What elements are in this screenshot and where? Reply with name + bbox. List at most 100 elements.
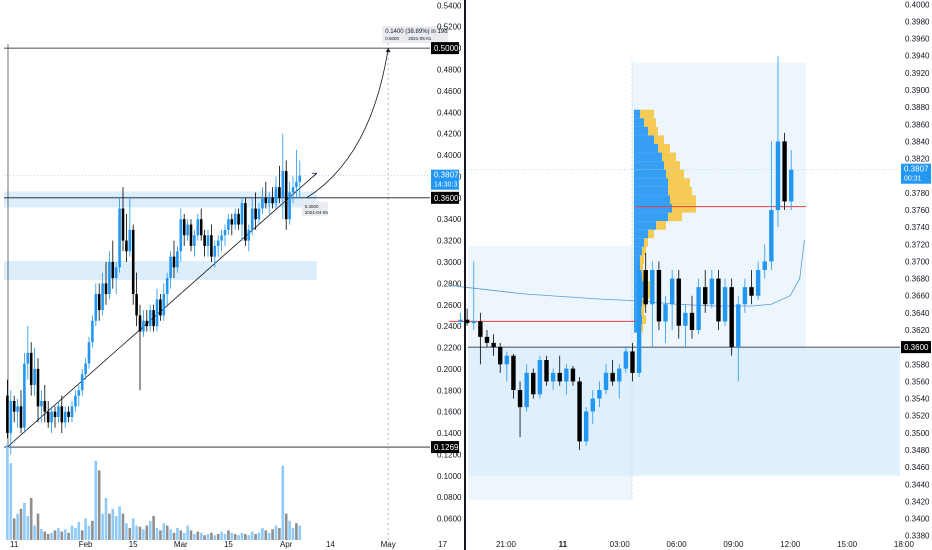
volume-bar-43 <box>152 516 155 540</box>
right-x-tick-4: 09:00 <box>723 540 744 549</box>
intraday-body-36 <box>696 287 701 330</box>
right-y-tick-16: 0.3700 <box>905 257 930 266</box>
candle-body-77 <box>267 197 271 204</box>
right-y-tick-2: 0.3420 <box>905 497 930 506</box>
candle-body-17 <box>63 411 67 423</box>
candle-body-71 <box>247 229 251 241</box>
left-x-tick-4: 15 <box>224 540 233 549</box>
volume-bar-52 <box>182 532 186 540</box>
volume-bar-36 <box>128 528 132 540</box>
right-y-tick-30: 0.3980 <box>905 17 930 26</box>
intraday-body-20 <box>590 398 595 412</box>
vp-up-bar-10 <box>634 195 670 204</box>
intraday-body-16 <box>564 368 569 382</box>
left-x-tick-6: 14 <box>326 540 335 549</box>
right-y-tick-18: 0.3740 <box>905 223 930 232</box>
intraday-body-0 <box>458 319 463 322</box>
trendline <box>7 172 318 448</box>
candle-body-38 <box>135 294 138 316</box>
volume-bar-41 <box>145 525 149 540</box>
intraday-body-38 <box>709 278 715 305</box>
volume-bar-6 <box>26 516 30 540</box>
vp-up-bar-9 <box>634 186 668 196</box>
volume-bar-15 <box>57 528 60 540</box>
volume-bar-73 <box>254 534 257 540</box>
vp-down-bar-16 <box>642 246 646 256</box>
intraday-body-42 <box>736 304 741 348</box>
volume-bar-84 <box>291 528 295 540</box>
volume-bar-44 <box>155 528 159 540</box>
right-y-tick-19: 0.3760 <box>905 206 930 215</box>
forecast-arrow-head <box>385 48 391 53</box>
volume-bar-21 <box>77 522 81 540</box>
vp-up-bar-2 <box>634 126 648 136</box>
candle-body-23 <box>84 363 87 375</box>
level-tag-bg-1 <box>431 191 459 204</box>
candle-body-72 <box>250 208 254 230</box>
volume-bar-74 <box>257 532 261 540</box>
candle-body-80 <box>278 187 281 198</box>
volume-bar-12 <box>46 534 50 540</box>
vp-up-bar-14 <box>634 229 648 239</box>
candle-body-15 <box>57 406 60 418</box>
vp-down-bar-13 <box>656 221 666 230</box>
left-y-tick-20: 0.4400 <box>437 108 462 117</box>
candle-body-53 <box>186 224 189 236</box>
candle-body-31 <box>111 261 115 279</box>
left-y-tick-2: 0.0800 <box>437 493 462 502</box>
zone-0 <box>4 191 317 208</box>
volume-bar-35 <box>125 523 128 540</box>
vp-down-bar-5 <box>662 152 676 162</box>
candle-body-46 <box>162 294 166 316</box>
volume-bar-51 <box>179 530 183 540</box>
candle-body-8 <box>33 368 36 385</box>
vp-down-bar-23 <box>640 306 644 316</box>
candle-body-51 <box>179 219 183 252</box>
volume-bar-78 <box>271 529 274 540</box>
intraday-body-19 <box>583 411 589 442</box>
right-chart-pane[interactable]: 0.3380 0.3400 0.3420 0.3440 0.3460 0.3480 0.35… <box>449 0 931 549</box>
intraday-body-12 <box>537 360 543 395</box>
candle-body-76 <box>264 197 268 204</box>
candle-body-27 <box>97 294 101 311</box>
right-y-tick-25: 0.3880 <box>905 103 930 112</box>
vp-down-bar-2 <box>648 126 658 136</box>
left-y-tick-21: 0.4600 <box>437 87 462 96</box>
volume-bar-59 <box>206 534 210 540</box>
right-y-tick-12: 0.3620 <box>905 326 930 335</box>
vp-down-bar-1 <box>644 118 656 127</box>
vp-up-bar-6 <box>634 161 664 170</box>
left-y-tick-25: 0.5400 <box>437 1 462 10</box>
volume-bar-83 <box>288 520 291 540</box>
volume-bar-27 <box>97 470 101 540</box>
candle-body-29 <box>104 283 108 295</box>
candle-body-13 <box>50 411 53 423</box>
left-y-tick-3: 0.1000 <box>437 472 462 481</box>
candle-body-7 <box>29 352 33 385</box>
intraday-body-27 <box>636 270 642 373</box>
vp-down-bar-18 <box>640 264 643 273</box>
volume-bar-58 <box>203 535 206 540</box>
candle-body-61 <box>213 245 217 257</box>
candle-body-33 <box>118 208 121 268</box>
intraday-body-4 <box>484 336 490 343</box>
candle-body-10 <box>40 400 43 407</box>
volume-bar-56 <box>196 531 200 540</box>
intraday-body-39 <box>716 278 721 322</box>
level-tag-1: 0.3600 <box>434 194 459 203</box>
left-y-tick-9: 0.2200 <box>437 344 462 353</box>
vp-up-bar-5 <box>634 152 662 162</box>
intraday-body-46 <box>762 261 767 270</box>
vp-down-bar-25 <box>640 324 643 333</box>
vp-up-bar-12 <box>634 212 668 222</box>
right-y-tick-9: 0.3560 <box>905 377 930 386</box>
candle-body-62 <box>216 240 220 246</box>
candle-body-54 <box>189 224 193 246</box>
projection-sub-right: 2021-05-01 <box>408 36 432 41</box>
volume-bar-13 <box>50 532 53 540</box>
left-x-tick-8: 17 <box>438 540 447 549</box>
intraday-body-25 <box>623 351 629 369</box>
volume-bar-22 <box>80 530 84 540</box>
